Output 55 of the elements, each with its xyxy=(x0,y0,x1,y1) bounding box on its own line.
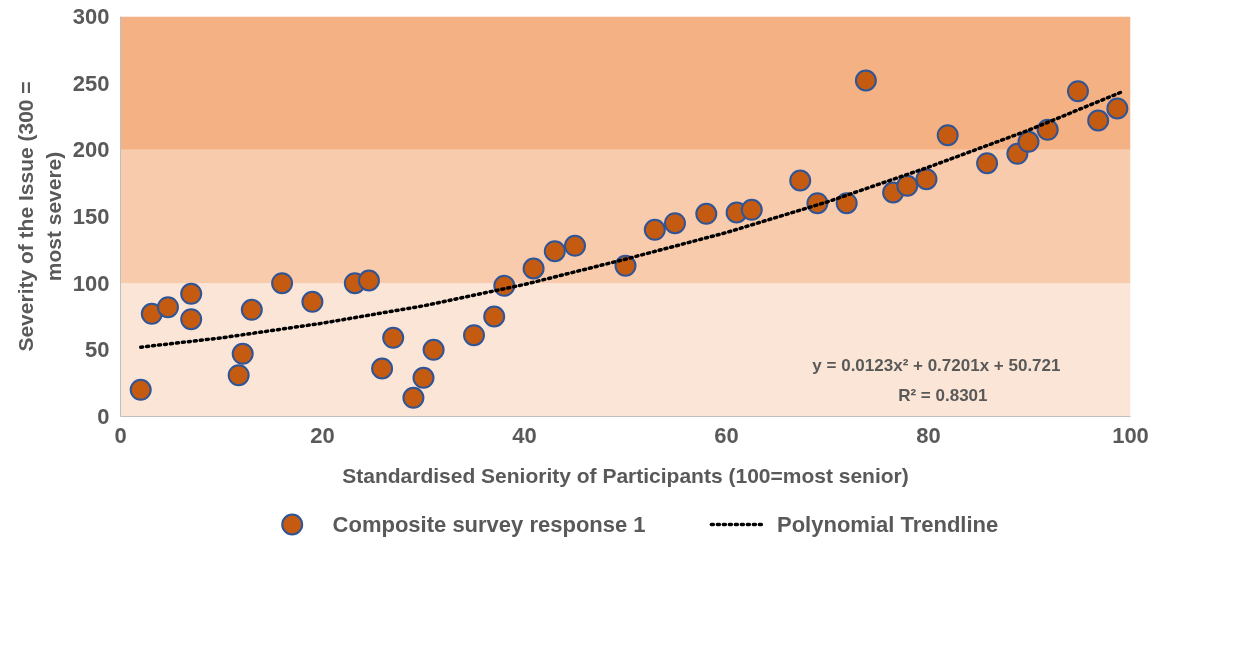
annotation: R² = 0.8301 xyxy=(898,385,988,405)
point xyxy=(180,282,203,305)
y-tick-label: 0 xyxy=(97,404,110,429)
y-tick-label: 100 xyxy=(72,270,110,296)
point xyxy=(740,198,763,221)
point xyxy=(371,357,394,380)
point xyxy=(357,269,380,292)
point xyxy=(643,218,666,241)
point xyxy=(854,69,877,92)
y-axis-title: Severity of the Issue (300 = most severe) xyxy=(14,81,65,352)
point xyxy=(231,342,254,365)
point xyxy=(129,378,152,401)
point xyxy=(156,296,179,319)
point xyxy=(1066,80,1089,103)
point xyxy=(976,152,999,175)
line-series xyxy=(138,90,1123,349)
point xyxy=(140,302,163,325)
point xyxy=(463,324,485,347)
point xyxy=(789,169,812,192)
x-tick-label: 100 xyxy=(1112,422,1149,448)
point xyxy=(412,366,435,389)
point xyxy=(564,234,586,257)
x-tick-label: 40 xyxy=(512,422,537,448)
x-axis-title: Standardised Seniority of Participants (100=most senior) xyxy=(342,463,909,487)
x-tick-label: 60 xyxy=(714,422,739,448)
annotation: y = 0.0123x² + 0.7201x + 50.721 xyxy=(812,355,1061,375)
point xyxy=(382,326,405,349)
point xyxy=(402,386,425,409)
point xyxy=(1087,109,1110,132)
point xyxy=(422,338,445,361)
point xyxy=(915,168,938,191)
point xyxy=(936,124,959,147)
point xyxy=(1106,97,1129,120)
legend-label: Polynomial Trendline xyxy=(777,512,999,537)
point xyxy=(483,305,506,328)
point xyxy=(896,174,919,197)
point xyxy=(522,257,545,280)
point xyxy=(227,364,250,387)
point xyxy=(663,212,686,235)
point xyxy=(240,298,263,321)
x-tick-label: 20 xyxy=(310,422,335,448)
point xyxy=(180,308,203,331)
legend-label: Composite survey response 1 xyxy=(332,512,646,537)
y-tick-label: 300 xyxy=(72,4,110,29)
x-tick-label: 0 xyxy=(114,422,127,448)
y-tick-label: 50 xyxy=(85,337,110,363)
point xyxy=(543,240,566,263)
y-tick-label: 200 xyxy=(72,137,110,163)
point xyxy=(1017,130,1040,153)
point xyxy=(301,290,324,313)
y-tick-label: 150 xyxy=(72,204,110,229)
point xyxy=(271,272,294,295)
point xyxy=(695,202,718,225)
x-tick-label: 80 xyxy=(916,422,941,448)
y-tick-label: 250 xyxy=(72,70,110,96)
